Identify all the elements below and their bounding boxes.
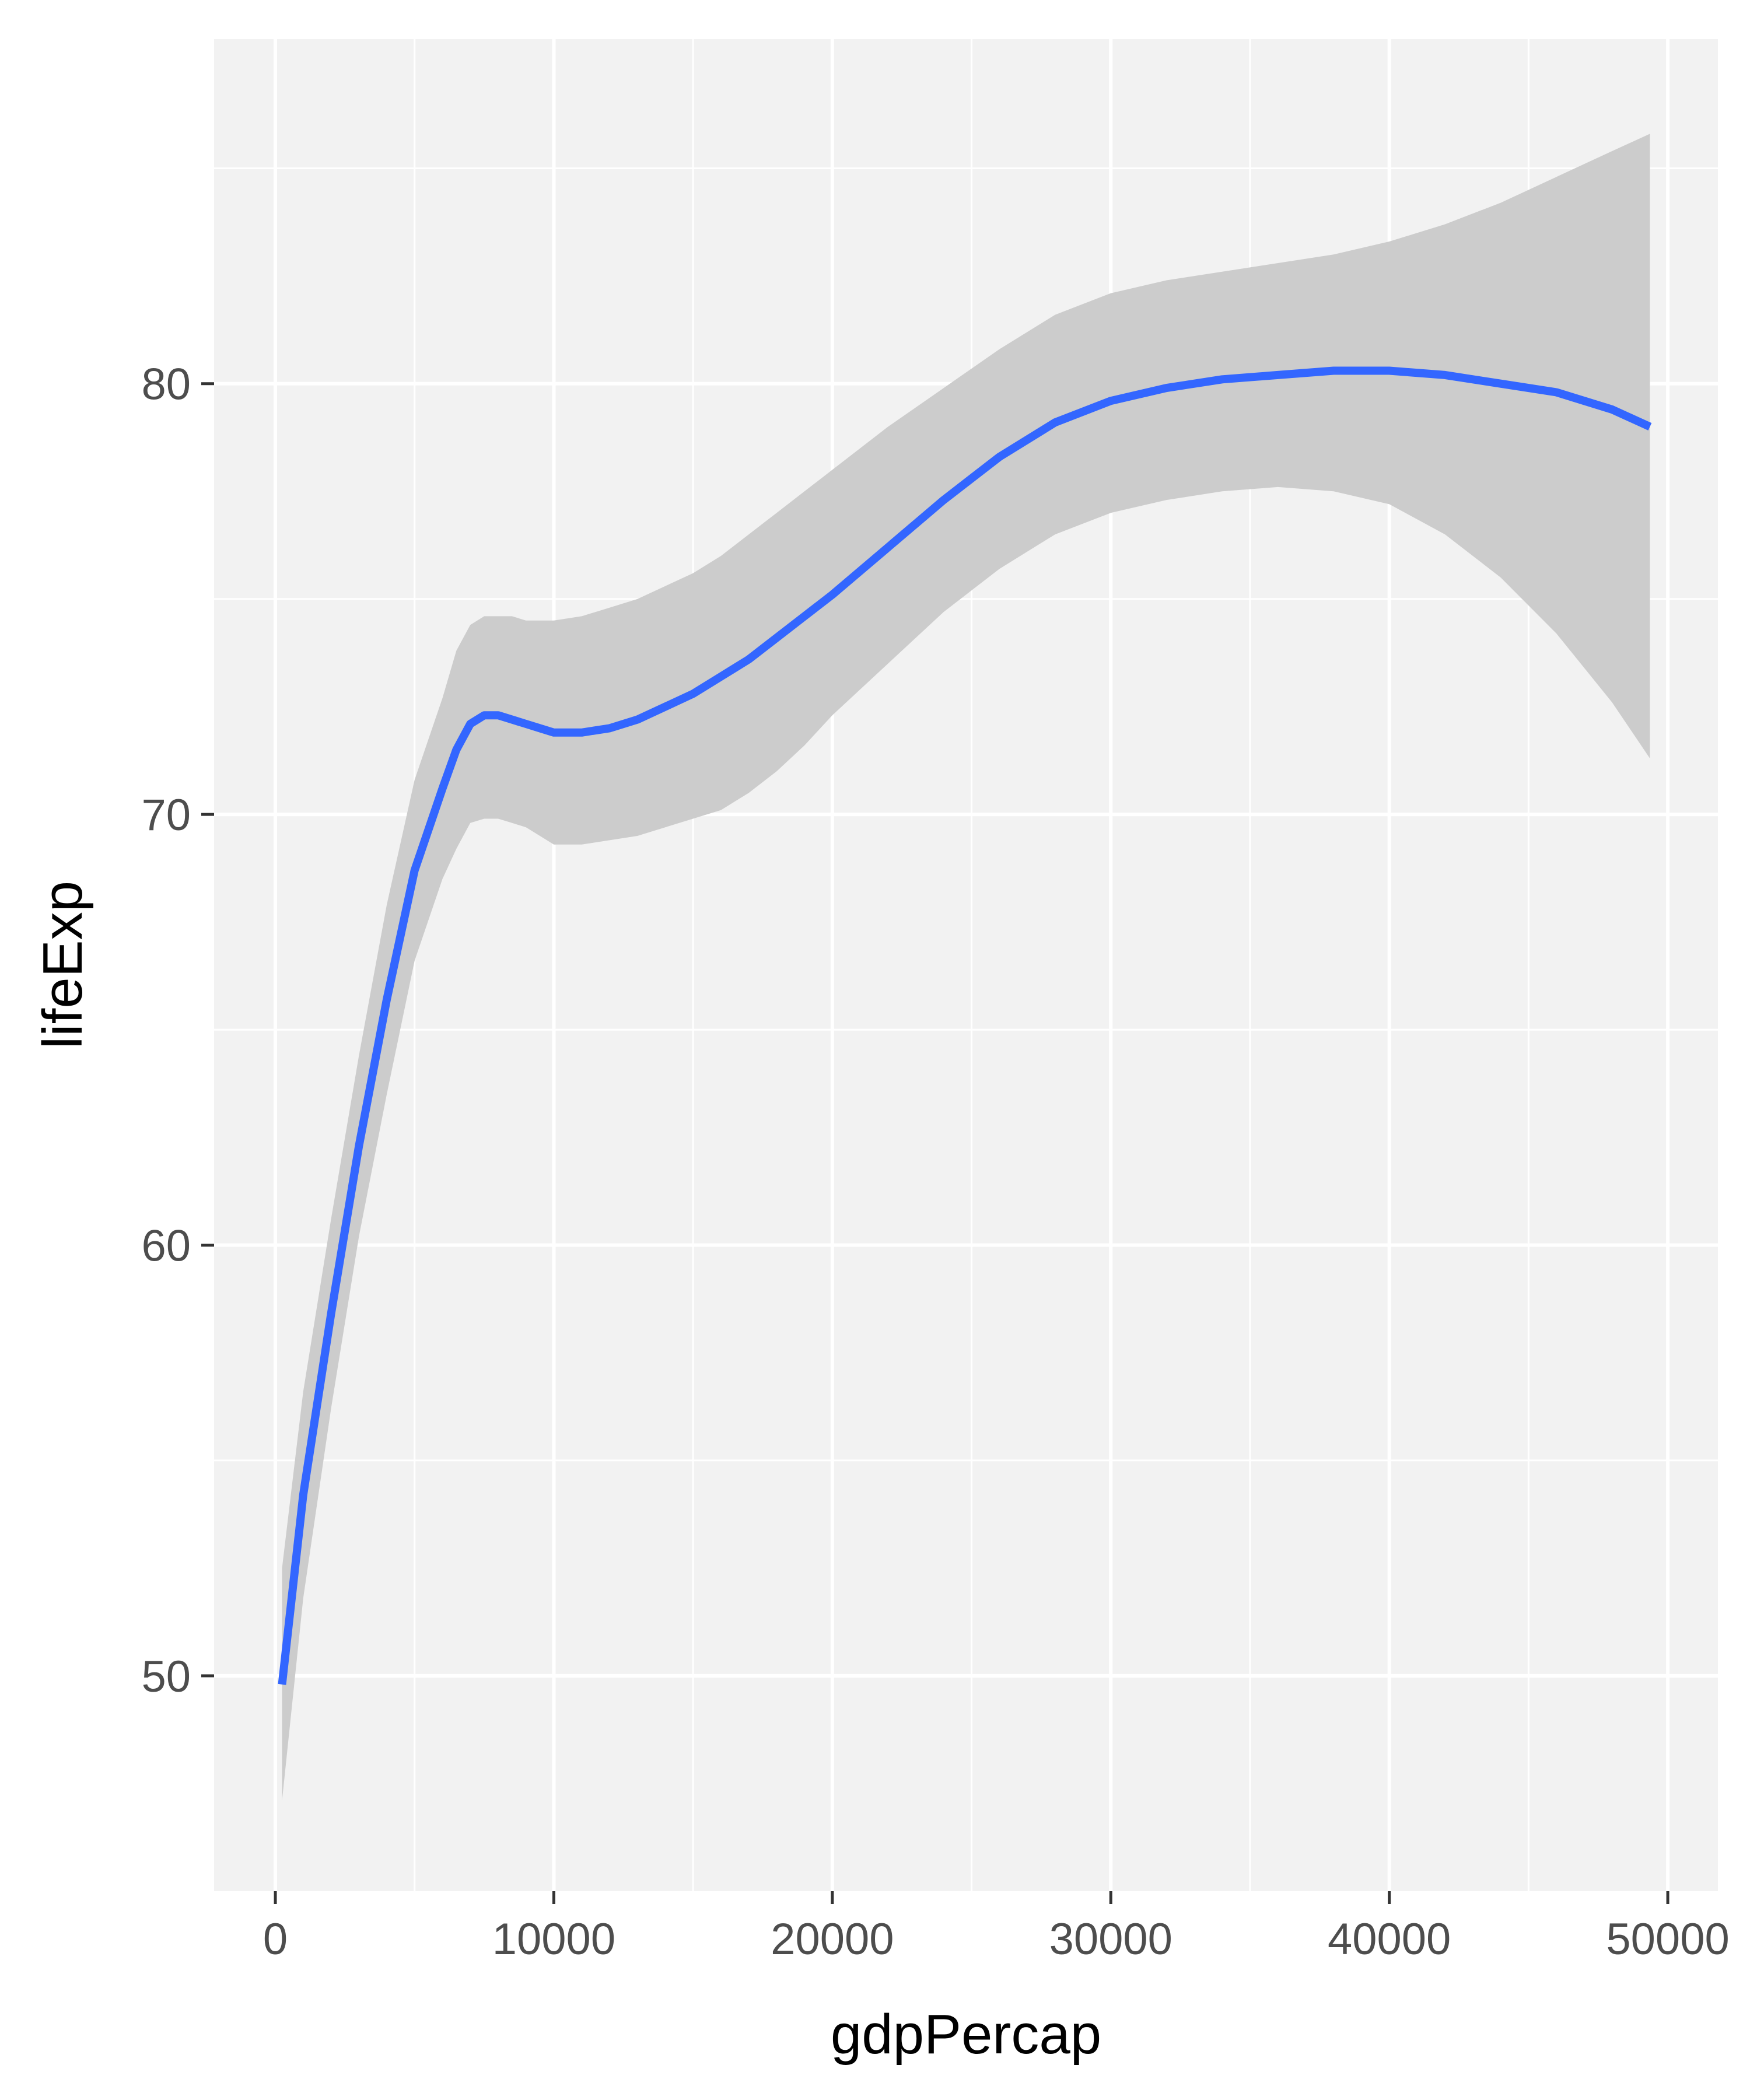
- y-tick-label: 80: [141, 360, 191, 410]
- y-axis-title: lifeExp: [32, 881, 94, 1049]
- y-tick-label: 70: [141, 790, 191, 840]
- smooth-fit-line: [278, 366, 1652, 1685]
- x-tick-label: 0: [263, 1915, 288, 1964]
- x-tick-label: 10000: [492, 1915, 615, 1964]
- x-tick-label: 20000: [771, 1915, 894, 1964]
- x-tick-label: 40000: [1328, 1915, 1451, 1964]
- y-tick-label: 50: [141, 1652, 191, 1702]
- y-tick-label: 60: [141, 1221, 191, 1270]
- x-axis-ticks: 0 10000 20000 30000 40000 50000: [263, 1891, 1730, 1964]
- confidence-band: [282, 134, 1650, 1801]
- y-axis-ticks: 50 60 70 80: [141, 360, 214, 1702]
- x-tick-label: 50000: [1606, 1915, 1729, 1964]
- x-tick-label: 30000: [1049, 1915, 1172, 1964]
- x-axis-title: gdpPercap: [831, 2003, 1101, 2066]
